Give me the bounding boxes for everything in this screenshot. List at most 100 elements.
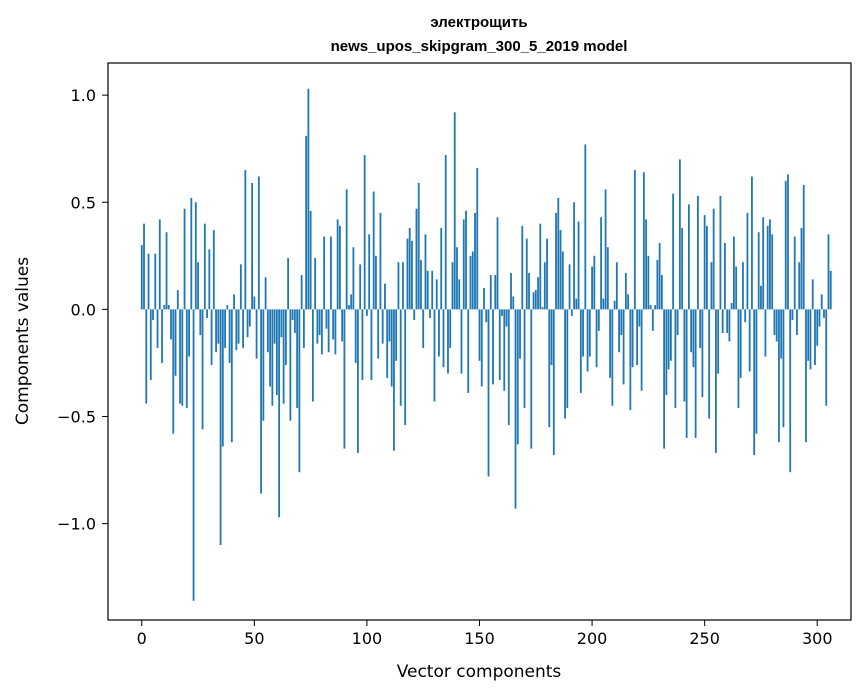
x-tick-label: 200 — [577, 629, 608, 648]
bar — [600, 217, 602, 310]
bar — [586, 309, 589, 372]
bar — [280, 309, 283, 338]
bar — [478, 309, 481, 361]
bar — [638, 309, 641, 327]
bar — [719, 195, 722, 310]
bar — [510, 272, 512, 310]
bar — [492, 309, 494, 385]
bar — [757, 232, 760, 310]
bar — [188, 309, 190, 357]
bar — [534, 290, 537, 310]
bar — [170, 309, 172, 340]
bar — [219, 309, 222, 546]
bar — [530, 309, 533, 449]
bar — [746, 212, 749, 310]
bar — [399, 309, 402, 406]
bar — [823, 309, 825, 318]
bar — [559, 230, 562, 310]
bar — [161, 309, 163, 363]
bar — [339, 225, 341, 310]
bar — [814, 309, 816, 366]
bar — [516, 309, 519, 445]
bar — [674, 309, 677, 408]
bar — [366, 309, 368, 316]
bar — [210, 309, 213, 366]
bar — [764, 309, 767, 357]
bar — [730, 302, 733, 310]
bar — [753, 309, 756, 456]
bar — [158, 219, 161, 310]
bar — [710, 262, 713, 310]
bar — [561, 251, 564, 310]
bar — [667, 309, 670, 370]
bar — [489, 275, 492, 310]
bar — [658, 242, 661, 310]
bar — [566, 309, 569, 408]
bar — [697, 195, 699, 310]
bar — [528, 272, 530, 310]
bar — [809, 309, 812, 370]
bar — [543, 262, 546, 310]
bar — [449, 309, 452, 348]
bar — [174, 309, 177, 376]
bar — [307, 88, 310, 310]
bar — [649, 305, 652, 310]
bar — [483, 287, 485, 310]
bar — [627, 294, 629, 310]
bar — [521, 225, 524, 310]
bar — [676, 309, 679, 336]
bar — [548, 309, 551, 428]
bar — [654, 305, 657, 310]
bar — [577, 221, 580, 310]
bar — [296, 309, 299, 408]
bar — [176, 290, 179, 310]
bar — [181, 309, 184, 406]
bar — [728, 309, 731, 342]
y-tick-label: −1.0 — [57, 515, 96, 534]
bar — [221, 309, 224, 447]
bar — [197, 262, 199, 310]
bar — [660, 275, 663, 310]
bar — [143, 223, 145, 310]
bar — [726, 309, 729, 333]
bar — [541, 307, 544, 310]
bar — [404, 309, 407, 426]
bar — [703, 215, 706, 310]
bar — [438, 309, 440, 357]
bar — [233, 294, 235, 310]
bar — [395, 309, 398, 361]
bar — [717, 309, 720, 374]
bar — [532, 292, 535, 310]
bar — [352, 247, 355, 310]
bar — [663, 309, 666, 449]
bar — [273, 309, 276, 344]
bar — [766, 225, 769, 310]
bar — [593, 255, 596, 310]
bar — [760, 285, 762, 310]
bar — [278, 309, 281, 518]
bar — [435, 279, 438, 310]
bar — [327, 309, 330, 353]
bar — [413, 309, 416, 321]
x-tick-label: 300 — [802, 629, 833, 648]
bar — [314, 257, 317, 310]
bar — [305, 135, 308, 310]
bar — [591, 266, 593, 310]
bar — [215, 309, 217, 353]
bar — [201, 309, 204, 430]
bar — [645, 219, 648, 310]
bar — [271, 309, 274, 406]
bar — [692, 309, 695, 368]
bar — [539, 223, 542, 310]
bar — [584, 144, 587, 310]
bar — [802, 185, 805, 310]
bar — [778, 309, 780, 443]
bar — [145, 309, 148, 404]
bar — [708, 309, 711, 419]
bar — [471, 251, 474, 310]
bar — [359, 264, 362, 310]
bar — [771, 234, 774, 310]
bar — [384, 283, 386, 310]
bar — [341, 309, 344, 342]
bar — [775, 309, 778, 342]
